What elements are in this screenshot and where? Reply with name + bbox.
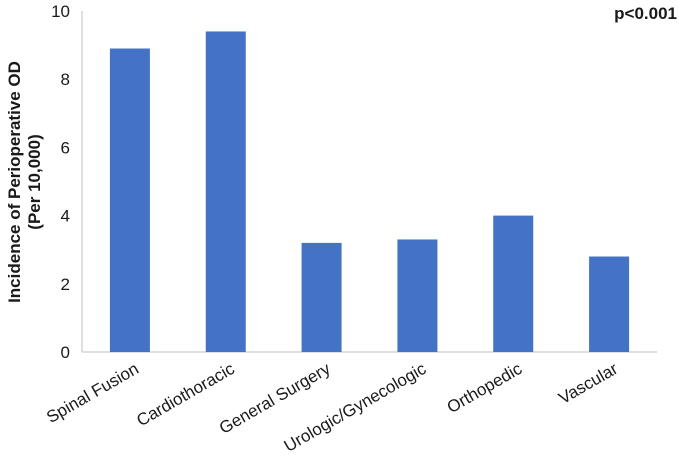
x-tick-label: Orthopedic [444, 359, 526, 417]
bar [205, 31, 246, 353]
bar [493, 215, 534, 352]
bar [301, 242, 342, 352]
bars [109, 31, 630, 353]
y-tick-label: 0 [61, 343, 70, 362]
y-tick-label: 4 [61, 207, 70, 226]
y-tick-label: 2 [61, 275, 70, 294]
y-tick-label: 10 [51, 2, 70, 21]
bar [109, 48, 150, 352]
x-tick-label: Vascular [555, 359, 621, 408]
p-value-annotation: p<0.001 [614, 4, 677, 23]
bar [589, 256, 630, 352]
y-tick-label: 6 [61, 138, 70, 157]
y-axis-title: Incidence of Perioperative OD (Per 10,00… [5, 61, 44, 303]
y-axis-title-line-2: (Per 10,000) [25, 134, 44, 229]
x-tick-label: Spinal Fusion [43, 359, 142, 427]
bar [397, 239, 438, 352]
y-axis-ticks: 0 2 4 6 8 10 [51, 2, 70, 362]
y-axis-title-line-1: Incidence of Perioperative OD [5, 61, 24, 303]
y-tick-label: 8 [61, 70, 70, 89]
